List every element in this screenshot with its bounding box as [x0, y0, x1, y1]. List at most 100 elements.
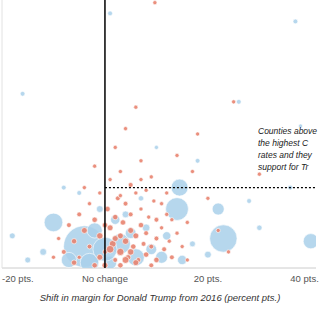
point — [185, 258, 189, 262]
point — [163, 232, 171, 240]
annotation: Counties above — [258, 126, 317, 136]
annotation: rates and they — [258, 150, 313, 160]
point — [71, 239, 76, 244]
point — [77, 212, 82, 217]
point — [154, 257, 159, 262]
point — [118, 263, 123, 268]
point — [112, 236, 118, 242]
point — [169, 255, 174, 260]
point — [128, 212, 133, 217]
point — [196, 132, 200, 136]
point — [165, 191, 169, 195]
point — [175, 153, 179, 157]
point — [71, 260, 76, 265]
point — [40, 249, 47, 256]
point — [154, 236, 159, 241]
x-axis-title: Shift in margin for Donald Trump from 20… — [40, 292, 281, 303]
point — [139, 207, 143, 211]
point — [159, 226, 163, 230]
point — [257, 225, 262, 230]
point — [25, 257, 31, 263]
point — [134, 105, 138, 109]
point — [93, 164, 97, 168]
point — [134, 191, 138, 195]
point — [139, 177, 143, 181]
point — [122, 238, 128, 244]
point — [133, 233, 139, 239]
point — [175, 231, 179, 235]
point — [195, 158, 200, 163]
annotation: support for Tr — [258, 162, 310, 172]
point — [128, 228, 134, 234]
point — [113, 145, 117, 149]
point — [97, 254, 103, 260]
point — [61, 185, 66, 190]
point — [149, 175, 153, 179]
point — [123, 201, 128, 206]
point — [190, 169, 194, 173]
point — [120, 220, 125, 225]
point — [108, 11, 113, 16]
point — [141, 241, 146, 246]
point — [61, 250, 66, 255]
point — [97, 233, 103, 239]
point — [117, 248, 124, 255]
point — [216, 228, 220, 232]
point — [98, 191, 102, 195]
point — [226, 250, 230, 254]
point — [44, 213, 63, 232]
point — [143, 252, 148, 257]
point — [138, 196, 143, 201]
point — [205, 251, 212, 258]
point — [81, 228, 87, 234]
point — [123, 127, 127, 131]
point — [87, 223, 102, 238]
point — [236, 99, 241, 104]
chart: -20 pts.No change20 pts.40 pts.Shift in … — [0, 0, 320, 320]
point — [170, 218, 174, 222]
point — [131, 244, 136, 249]
point — [96, 206, 103, 213]
point — [82, 186, 86, 190]
no-change-line — [104, 0, 106, 268]
marks — [9, 1, 316, 268]
point — [51, 255, 55, 259]
point — [108, 177, 112, 181]
point — [167, 239, 171, 243]
point — [153, 1, 157, 5]
point — [57, 236, 61, 240]
point — [212, 203, 224, 215]
point — [159, 202, 163, 206]
point — [67, 223, 72, 228]
point — [180, 244, 184, 248]
point — [154, 145, 158, 149]
threshold-line — [105, 187, 316, 188]
point — [77, 191, 82, 196]
x-tick-label: -20 pts. — [2, 273, 34, 284]
point — [210, 225, 237, 252]
point — [152, 199, 156, 203]
point — [92, 263, 97, 268]
point — [232, 100, 236, 104]
point — [139, 159, 143, 163]
point — [118, 194, 122, 198]
point — [149, 244, 154, 249]
annotation: the highest C — [258, 138, 309, 148]
point — [106, 245, 114, 253]
point — [128, 249, 134, 255]
point — [122, 257, 129, 264]
point — [144, 231, 149, 236]
point — [147, 215, 151, 219]
y-axis-line — [2, 0, 3, 268]
point — [144, 188, 148, 192]
point — [107, 225, 113, 231]
x-tick-label: 40 pts. — [290, 273, 319, 284]
point — [92, 217, 97, 222]
point — [166, 198, 189, 221]
point — [20, 91, 25, 96]
point — [77, 255, 81, 259]
point — [138, 222, 143, 227]
point — [165, 212, 169, 216]
point — [206, 196, 210, 200]
point — [257, 172, 261, 176]
